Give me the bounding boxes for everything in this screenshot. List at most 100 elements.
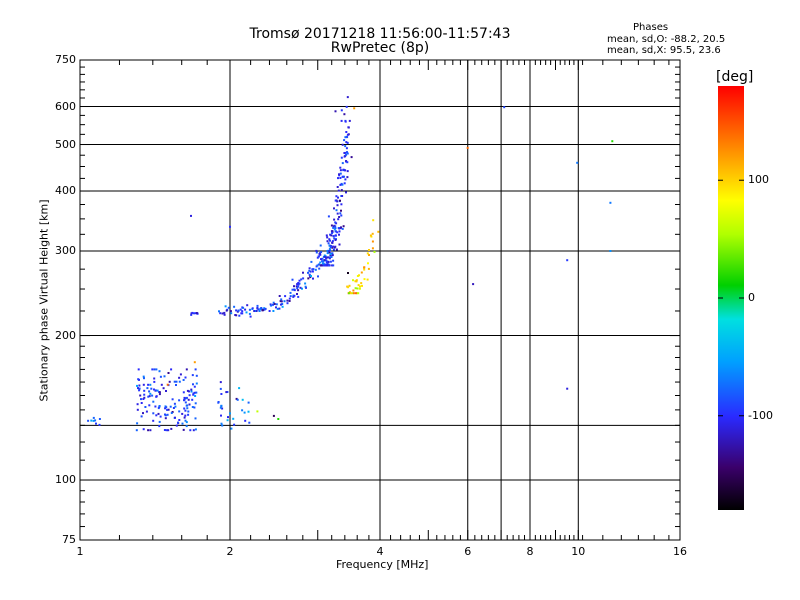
data-point	[164, 417, 167, 420]
data-point	[184, 414, 187, 417]
data-point	[235, 309, 238, 312]
data-point	[321, 262, 324, 265]
data-point	[325, 257, 328, 260]
y-tick-label: 200	[55, 328, 76, 342]
data-point	[355, 292, 357, 295]
data-point	[302, 271, 304, 274]
data-point	[245, 311, 248, 314]
data-point	[329, 246, 332, 248]
data-point	[191, 374, 194, 377]
data-point	[325, 259, 328, 262]
data-point	[280, 298, 283, 301]
data-point	[317, 275, 319, 278]
colorbar-tick-label: 0	[748, 291, 755, 304]
data-point	[278, 307, 281, 310]
data-point	[324, 264, 327, 267]
data-point	[329, 239, 331, 242]
data-point	[332, 248, 335, 251]
data-point	[326, 263, 329, 265]
data-point	[182, 428, 185, 431]
data-point	[184, 401, 187, 404]
y-tick-label: 75	[62, 533, 76, 546]
data-point	[345, 147, 348, 150]
data-point	[344, 169, 347, 172]
data-point	[184, 419, 187, 422]
data-point	[358, 287, 361, 290]
data-point	[153, 388, 155, 391]
data-point	[190, 388, 193, 391]
data-point	[289, 295, 292, 298]
data-point	[333, 237, 336, 240]
data-point	[348, 284, 351, 287]
data-point	[335, 195, 338, 198]
data-point	[148, 390, 151, 393]
data-point	[137, 368, 140, 371]
data-point	[319, 264, 322, 267]
data-point	[138, 389, 141, 392]
data-point	[317, 263, 320, 266]
data-point	[238, 387, 241, 390]
data-point	[169, 405, 172, 408]
data-point	[248, 421, 251, 424]
data-point	[158, 391, 161, 394]
data-point	[472, 283, 475, 286]
data-point	[340, 226, 342, 229]
data-point	[185, 421, 188, 424]
data-point	[334, 110, 337, 113]
data-point	[319, 261, 322, 264]
data-point	[258, 310, 261, 312]
data-point	[343, 155, 346, 158]
data-point	[163, 429, 166, 431]
data-point	[157, 407, 160, 410]
data-point	[347, 272, 349, 274]
data-point	[155, 395, 158, 398]
data-point	[192, 429, 195, 432]
data-point	[255, 310, 258, 312]
data-point	[190, 390, 193, 393]
data-point	[322, 260, 325, 263]
data-point	[350, 156, 353, 159]
axis-ticks	[79, 59, 680, 541]
data-point	[331, 264, 334, 267]
data-point	[219, 312, 222, 315]
data-point	[343, 182, 346, 185]
data-point	[352, 279, 354, 282]
data-point	[336, 231, 339, 234]
data-point	[292, 295, 295, 298]
data-point	[333, 207, 335, 210]
data-point	[191, 398, 194, 401]
data-point	[366, 252, 369, 255]
data-point	[263, 308, 266, 311]
data-point	[226, 391, 229, 393]
data-point	[195, 382, 198, 385]
data-point	[331, 241, 334, 244]
data-point	[329, 233, 332, 236]
data-point	[344, 120, 347, 123]
data-point	[238, 314, 241, 317]
data-point	[315, 251, 318, 254]
data-point	[339, 166, 342, 169]
data-point	[345, 141, 348, 144]
data-point	[243, 411, 246, 414]
data-point	[256, 304, 259, 307]
data-point	[349, 292, 352, 295]
data-point	[345, 105, 348, 108]
data-point	[333, 218, 336, 221]
data-point	[377, 230, 380, 233]
data-point	[340, 182, 343, 185]
data-point	[167, 372, 170, 374]
data-point	[346, 136, 349, 139]
data-point	[171, 398, 174, 401]
phase-stats-x: mean, sd,X: 95.5, 23.6	[607, 45, 721, 56]
data-point	[280, 300, 283, 303]
data-point	[137, 387, 139, 390]
data-point	[346, 141, 349, 144]
data-point	[297, 282, 300, 284]
data-point	[159, 375, 162, 378]
data-point	[323, 259, 326, 262]
data-point	[194, 402, 197, 405]
data-point	[187, 413, 190, 416]
data-point	[291, 288, 294, 291]
data-point	[320, 251, 323, 254]
data-point	[139, 394, 142, 397]
